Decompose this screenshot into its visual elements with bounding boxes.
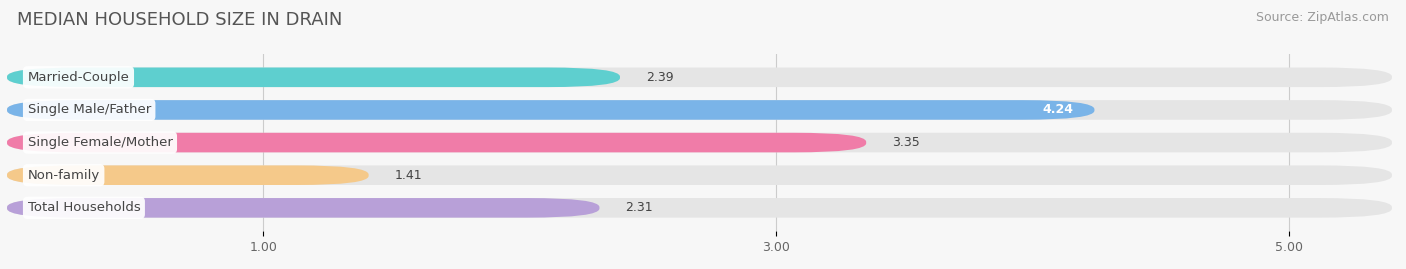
Text: Married-Couple: Married-Couple xyxy=(28,71,129,84)
Text: Single Female/Mother: Single Female/Mother xyxy=(28,136,173,149)
Text: Non-family: Non-family xyxy=(28,169,100,182)
FancyBboxPatch shape xyxy=(7,198,1392,218)
Text: 4.24: 4.24 xyxy=(1043,104,1074,116)
FancyBboxPatch shape xyxy=(7,198,599,218)
Text: Source: ZipAtlas.com: Source: ZipAtlas.com xyxy=(1256,11,1389,24)
Text: 1.41: 1.41 xyxy=(394,169,422,182)
Text: 2.31: 2.31 xyxy=(626,201,652,214)
FancyBboxPatch shape xyxy=(7,165,1392,185)
Text: 3.35: 3.35 xyxy=(891,136,920,149)
FancyBboxPatch shape xyxy=(7,133,1392,152)
Text: Total Households: Total Households xyxy=(28,201,141,214)
Text: 2.39: 2.39 xyxy=(645,71,673,84)
FancyBboxPatch shape xyxy=(7,165,368,185)
FancyBboxPatch shape xyxy=(7,68,1392,87)
FancyBboxPatch shape xyxy=(7,100,1392,120)
Text: Single Male/Father: Single Male/Father xyxy=(28,104,150,116)
FancyBboxPatch shape xyxy=(7,100,1094,120)
Text: MEDIAN HOUSEHOLD SIZE IN DRAIN: MEDIAN HOUSEHOLD SIZE IN DRAIN xyxy=(17,11,342,29)
FancyBboxPatch shape xyxy=(7,68,620,87)
FancyBboxPatch shape xyxy=(7,133,866,152)
